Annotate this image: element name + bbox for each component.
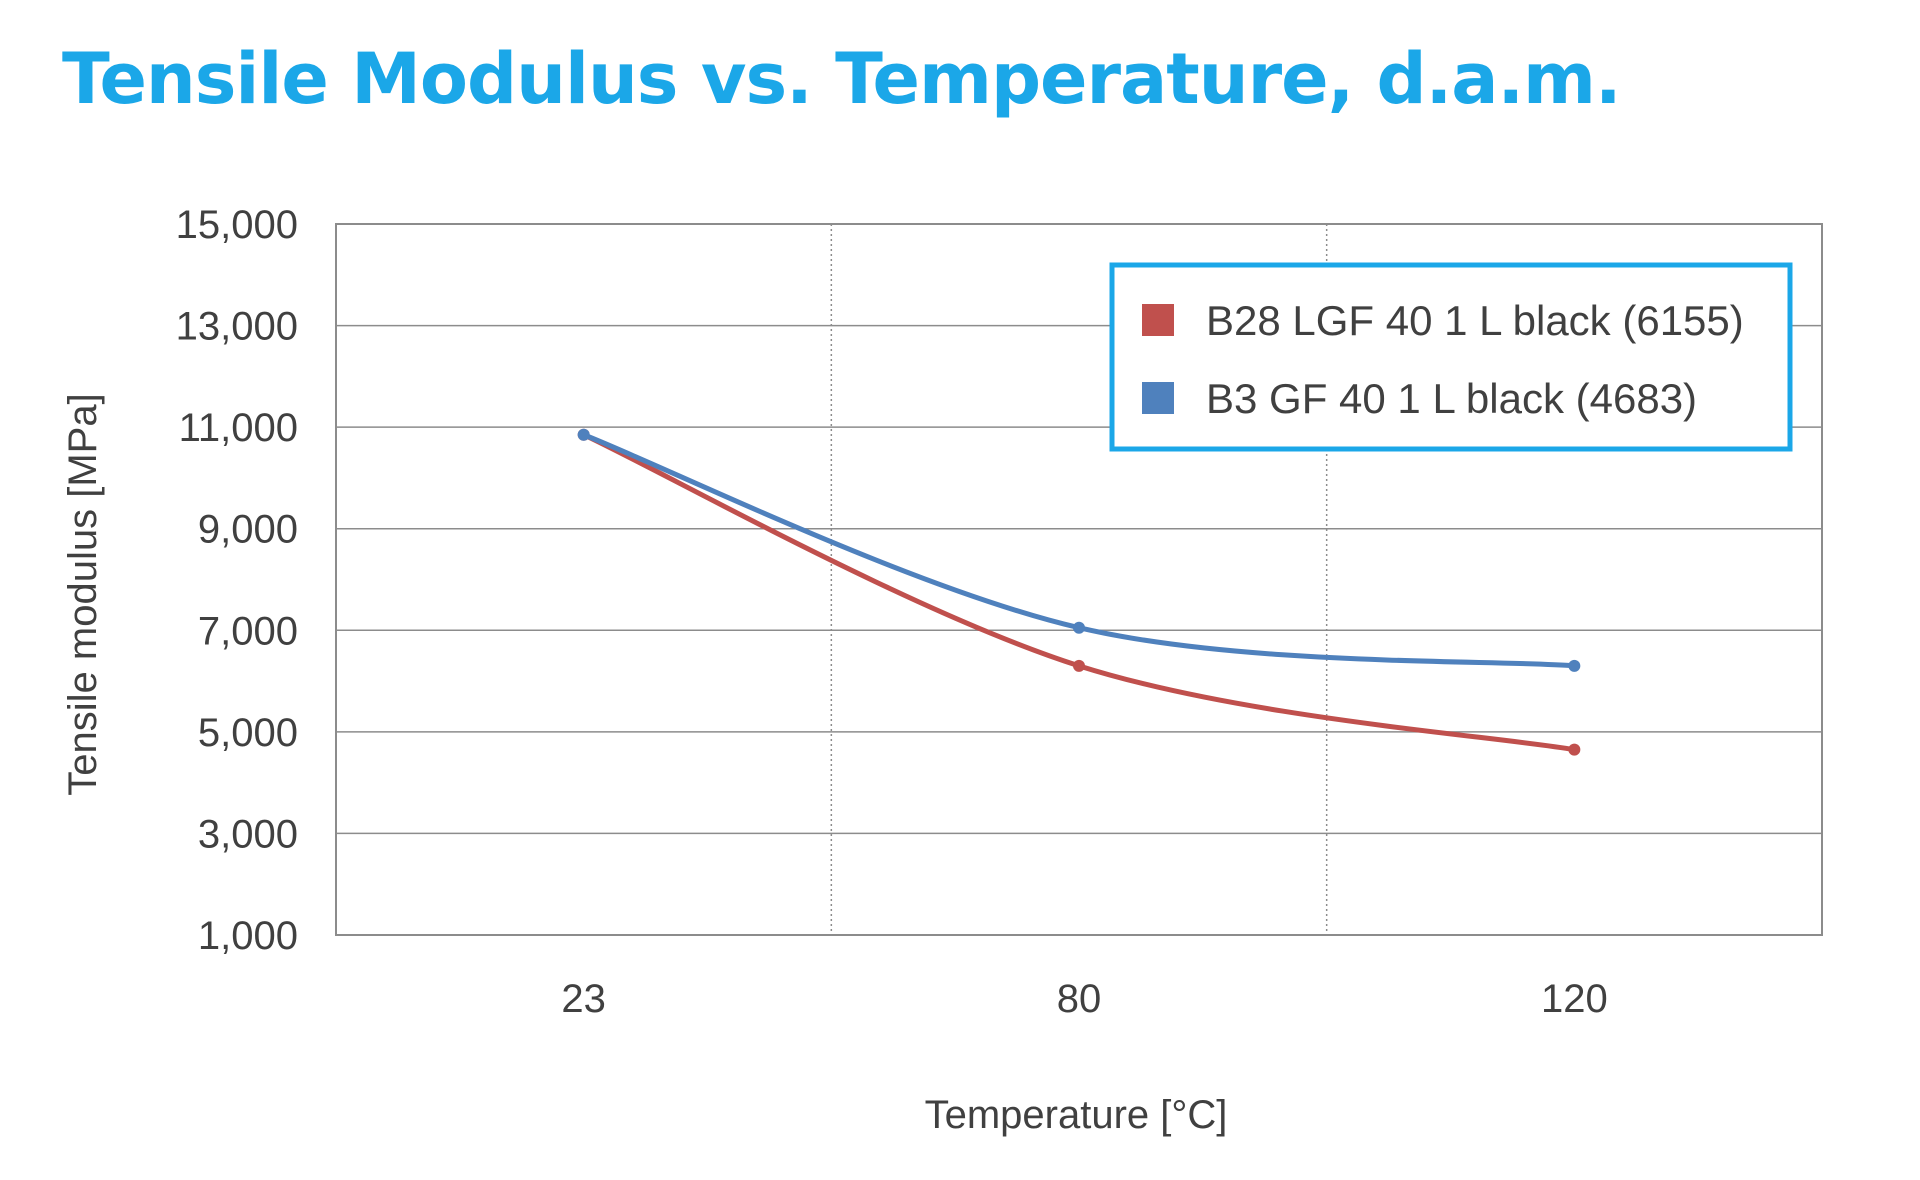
y-tick-label: 3,000 bbox=[198, 812, 298, 856]
plot-area-border bbox=[335, 223, 1823, 936]
x-tick-label: 80 bbox=[1057, 977, 1102, 1021]
data-point bbox=[1568, 659, 1581, 672]
x-axis-ticks: 23 80 120 bbox=[561, 977, 1607, 1021]
data-point bbox=[1073, 621, 1085, 634]
series-2 bbox=[577, 428, 1581, 672]
data-point bbox=[577, 428, 590, 441]
y-axis-title: Tensile modulus [MPa] bbox=[61, 393, 105, 795]
x-tick-label: 120 bbox=[1541, 977, 1608, 1021]
data-point bbox=[1568, 743, 1581, 756]
y-tick-label: 5,000 bbox=[198, 711, 298, 755]
y-tick-label: 11,000 bbox=[179, 406, 298, 450]
data-point bbox=[1073, 659, 1085, 672]
legend: B28 LGF 40 1 L black (6155) B3 GF 40 1 L … bbox=[1109, 262, 1793, 452]
y-tick-label: 7,000 bbox=[198, 609, 298, 653]
y-axis-ticks: 1,000 3,000 5,000 7,000 9,000 11,000 13,000 15,… bbox=[176, 203, 298, 958]
legend-label: B28 LGF 40 1 L black (6155) bbox=[1206, 297, 1744, 344]
legend-swatch bbox=[1142, 304, 1174, 336]
series-line bbox=[581, 432, 1577, 753]
x-axis-title: Temperature [°C] bbox=[925, 1093, 1228, 1137]
y-tick-label: 1,000 bbox=[198, 914, 298, 958]
series-1 bbox=[577, 428, 1581, 756]
y-tick-label: 15,000 bbox=[176, 203, 298, 247]
series-lines bbox=[577, 428, 1581, 756]
y-tick-label: 13,000 bbox=[176, 305, 298, 349]
y-tick-label: 9,000 bbox=[198, 508, 298, 552]
legend-label: B3 GF 40 1 L black (4683) bbox=[1206, 375, 1697, 422]
legend-box bbox=[1109, 262, 1793, 452]
chart-title: Tensile Modulus vs. Temperature, d.a.m. bbox=[62, 38, 1622, 120]
legend-swatch bbox=[1142, 382, 1174, 414]
x-tick-label: 23 bbox=[561, 977, 606, 1021]
